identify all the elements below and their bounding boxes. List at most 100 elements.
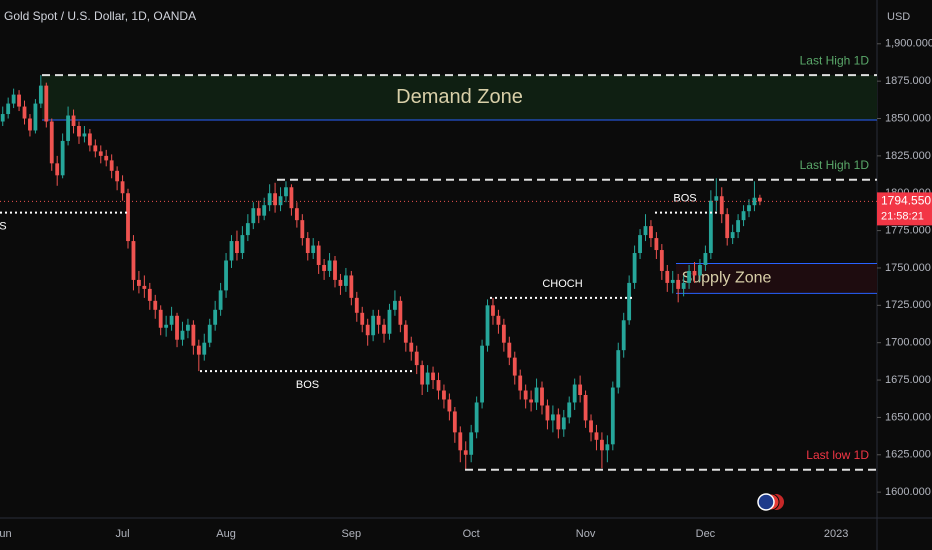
- candle-body: [333, 260, 337, 280]
- candle-body: [725, 214, 730, 239]
- x-tick-label: 2023: [824, 528, 848, 540]
- candle-body: [213, 309, 218, 325]
- candle-body: [354, 297, 359, 313]
- candle-body: [659, 250, 664, 271]
- candle-body: [98, 151, 103, 156]
- candle-body: [692, 270, 697, 276]
- candle-body: [736, 220, 741, 233]
- candle-body: [60, 140, 65, 176]
- last-price-box: [877, 192, 932, 226]
- candle-body: [403, 324, 408, 343]
- candle-body: [583, 395, 588, 421]
- y-tick-label: 1600.000: [885, 486, 931, 498]
- x-tick-label: Jul: [116, 528, 130, 540]
- currency: USD: [887, 11, 910, 23]
- candle-body: [158, 309, 163, 328]
- level-label: Last High 1D: [800, 158, 870, 172]
- candle-body: [523, 390, 528, 400]
- candle-body: [131, 241, 136, 280]
- candle-body: [186, 324, 190, 331]
- candle-body: [164, 324, 169, 328]
- y-tick-label: 1675.000: [885, 374, 931, 386]
- candle-body: [153, 300, 158, 310]
- candle-body: [180, 330, 185, 340]
- candle-body: [442, 390, 446, 400]
- break-label: BOS: [673, 193, 696, 205]
- x-tick-label: Nov: [576, 528, 596, 540]
- candle-body: [202, 342, 207, 355]
- candle-body: [284, 187, 288, 197]
- candle-body: [741, 211, 746, 221]
- candle-body: [676, 279, 681, 289]
- event-icon: [757, 493, 784, 511]
- candle-body: [632, 253, 637, 283]
- candle-body: [594, 432, 599, 440]
- candle-body: [240, 235, 245, 254]
- candle-body: [349, 275, 354, 298]
- candle-body: [757, 197, 762, 202]
- candle-body: [0, 114, 5, 122]
- candle-body: [376, 315, 381, 325]
- candle-body: [136, 279, 141, 286]
- level-label: Last High 1D: [800, 53, 870, 67]
- candle-body: [708, 200, 713, 254]
- y-tick-label: 1775.000: [885, 225, 931, 237]
- candle-body: [360, 312, 365, 325]
- candle-body: [120, 181, 125, 194]
- candle-body: [17, 94, 21, 107]
- break-label: BOS: [0, 221, 7, 233]
- candle-body: [305, 238, 310, 254]
- zone-label: Supply Zone: [682, 270, 772, 287]
- candle-body: [518, 375, 523, 391]
- candle-body: [365, 324, 370, 336]
- break-label: BOS: [296, 379, 319, 391]
- y-tick-label: 1700.000: [885, 337, 931, 349]
- candle-body: [387, 309, 392, 334]
- candle-body: [49, 121, 54, 164]
- candle-body: [431, 372, 435, 381]
- y-tick-label: 1,900.000: [885, 38, 932, 50]
- y-tick-label: 1625.000: [885, 449, 931, 461]
- candle-body: [104, 155, 109, 161]
- candle-body: [44, 85, 49, 122]
- candle-body: [409, 342, 414, 352]
- zone: [676, 263, 877, 294]
- candle-body: [229, 241, 234, 261]
- countdown: 21:58:21: [881, 210, 924, 222]
- candle-body: [681, 282, 686, 289]
- candle-body: [169, 315, 174, 325]
- candle-body: [714, 196, 719, 201]
- candle-body: [480, 345, 484, 403]
- candle-body: [398, 300, 403, 325]
- candle-body: [316, 245, 321, 265]
- candle-body: [474, 402, 479, 433]
- plot: Demand Zone Supply Zone Last High 1D Last H…: [0, 53, 877, 471]
- candle-body: [447, 399, 452, 412]
- candle-body: [670, 279, 675, 283]
- y-tick-label: 1725.000: [885, 299, 931, 311]
- candle-body: [600, 439, 604, 451]
- candle-body: [458, 432, 463, 451]
- candle-body: [126, 193, 130, 242]
- candle-body: [621, 320, 626, 351]
- candle-body: [578, 384, 583, 396]
- candle-body: [420, 365, 425, 385]
- candle-body: [730, 232, 735, 239]
- candle-body: [436, 380, 441, 391]
- x-tick-label: Jun: [0, 528, 12, 540]
- candle-body: [6, 103, 11, 115]
- candle-body: [218, 290, 223, 310]
- candle-body: [267, 193, 272, 206]
- level-label: Last low 1D: [806, 448, 869, 462]
- chart-title: Gold Spot / U.S. Dollar, 1D, OANDA: [4, 9, 196, 23]
- candle-body: [507, 342, 512, 358]
- candle-body: [147, 288, 152, 301]
- candle-body: [414, 351, 419, 366]
- candle-body: [485, 305, 490, 346]
- candle-body: [11, 94, 16, 104]
- candle-body: [322, 264, 327, 271]
- candle-body: [719, 196, 724, 215]
- candle-body: [534, 387, 539, 403]
